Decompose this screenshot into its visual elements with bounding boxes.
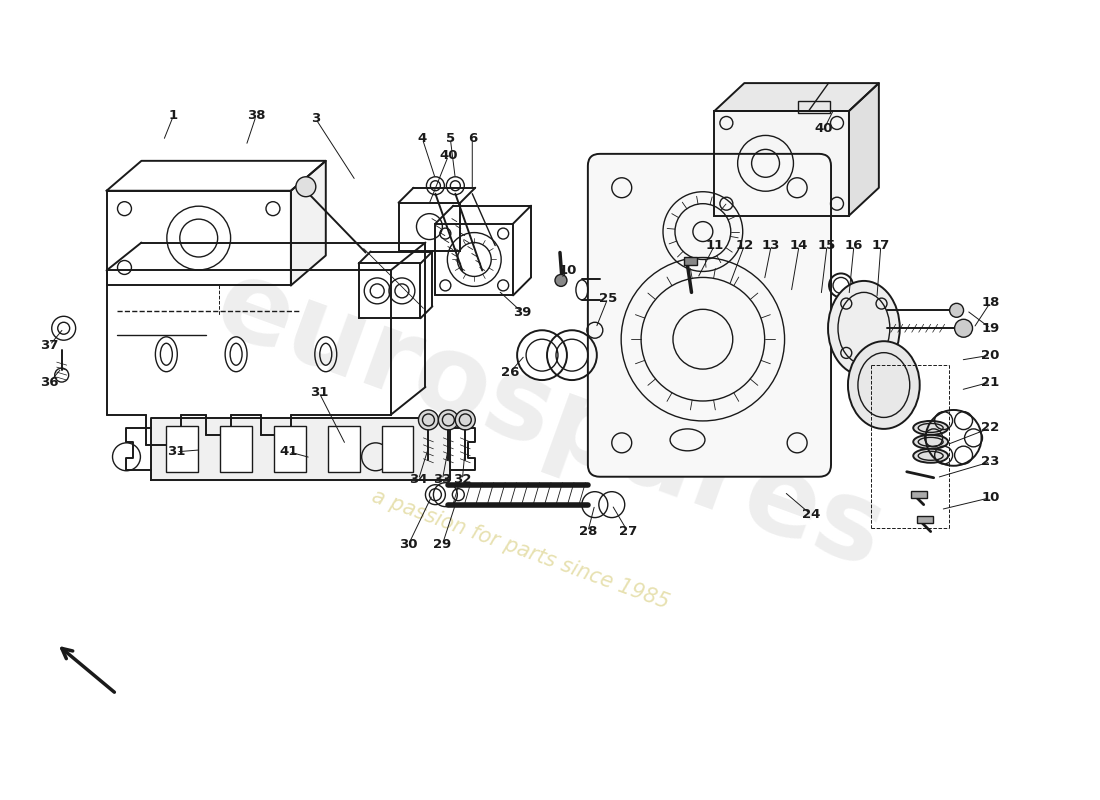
Text: 29: 29 <box>433 538 451 551</box>
Ellipse shape <box>913 449 948 462</box>
Text: 5: 5 <box>446 133 455 146</box>
Text: 31: 31 <box>309 386 328 398</box>
Bar <box>359 263 420 318</box>
Text: 14: 14 <box>790 239 808 252</box>
Text: 38: 38 <box>246 110 265 122</box>
Text: 12: 12 <box>735 239 754 252</box>
Text: 33: 33 <box>433 474 452 486</box>
Text: 28: 28 <box>579 525 597 538</box>
Bar <box>274 426 306 472</box>
Text: 27: 27 <box>618 525 637 538</box>
Polygon shape <box>849 83 879 216</box>
Ellipse shape <box>828 281 900 375</box>
Circle shape <box>455 410 475 430</box>
Polygon shape <box>152 418 450 480</box>
Text: 30: 30 <box>399 538 418 551</box>
Text: 4: 4 <box>418 133 427 146</box>
Text: 3: 3 <box>311 113 320 126</box>
Bar <box>220 426 252 472</box>
Ellipse shape <box>913 421 948 435</box>
Text: 22: 22 <box>981 422 1000 434</box>
Circle shape <box>296 177 316 197</box>
Text: a passion for parts since 1985: a passion for parts since 1985 <box>368 486 671 613</box>
Circle shape <box>418 410 439 430</box>
Circle shape <box>439 410 459 430</box>
Polygon shape <box>107 161 326 190</box>
Bar <box>916 515 933 522</box>
Text: 13: 13 <box>762 239 780 252</box>
Polygon shape <box>714 83 879 111</box>
Text: 11: 11 <box>705 239 724 252</box>
Polygon shape <box>290 161 326 286</box>
Text: 10: 10 <box>559 264 578 277</box>
Text: 24: 24 <box>802 508 821 521</box>
Text: 21: 21 <box>981 375 1000 389</box>
Circle shape <box>556 274 566 286</box>
Text: 40: 40 <box>439 150 458 162</box>
Circle shape <box>949 303 964 318</box>
Circle shape <box>955 319 972 338</box>
Text: 1: 1 <box>168 110 178 122</box>
Ellipse shape <box>913 435 948 449</box>
Bar <box>714 111 849 216</box>
Ellipse shape <box>848 342 920 429</box>
Text: 20: 20 <box>981 349 1000 362</box>
Bar <box>911 490 926 498</box>
Text: 34: 34 <box>409 474 428 486</box>
Text: 37: 37 <box>41 338 59 352</box>
Bar <box>683 258 697 266</box>
Text: 40: 40 <box>815 122 834 135</box>
Text: 31: 31 <box>167 446 186 458</box>
FancyBboxPatch shape <box>587 154 830 477</box>
Bar <box>436 224 513 295</box>
Text: 36: 36 <box>41 375 59 389</box>
Text: 26: 26 <box>500 366 519 378</box>
Text: 6: 6 <box>468 133 477 146</box>
Text: 39: 39 <box>513 306 531 319</box>
Polygon shape <box>714 111 849 216</box>
Text: 25: 25 <box>598 292 617 305</box>
Bar <box>328 426 360 472</box>
Text: 19: 19 <box>981 322 1000 334</box>
Text: 41: 41 <box>279 446 298 458</box>
Text: 18: 18 <box>981 296 1000 309</box>
Bar <box>166 426 198 472</box>
Text: 23: 23 <box>981 455 1000 468</box>
Text: 10: 10 <box>981 491 1000 504</box>
Text: 32: 32 <box>453 474 472 486</box>
Text: 15: 15 <box>818 239 836 252</box>
Bar <box>382 426 414 472</box>
Text: 17: 17 <box>871 239 890 252</box>
Text: 16: 16 <box>845 239 864 252</box>
Bar <box>398 202 460 250</box>
Bar <box>798 101 829 113</box>
Text: eurospares: eurospares <box>201 250 899 590</box>
